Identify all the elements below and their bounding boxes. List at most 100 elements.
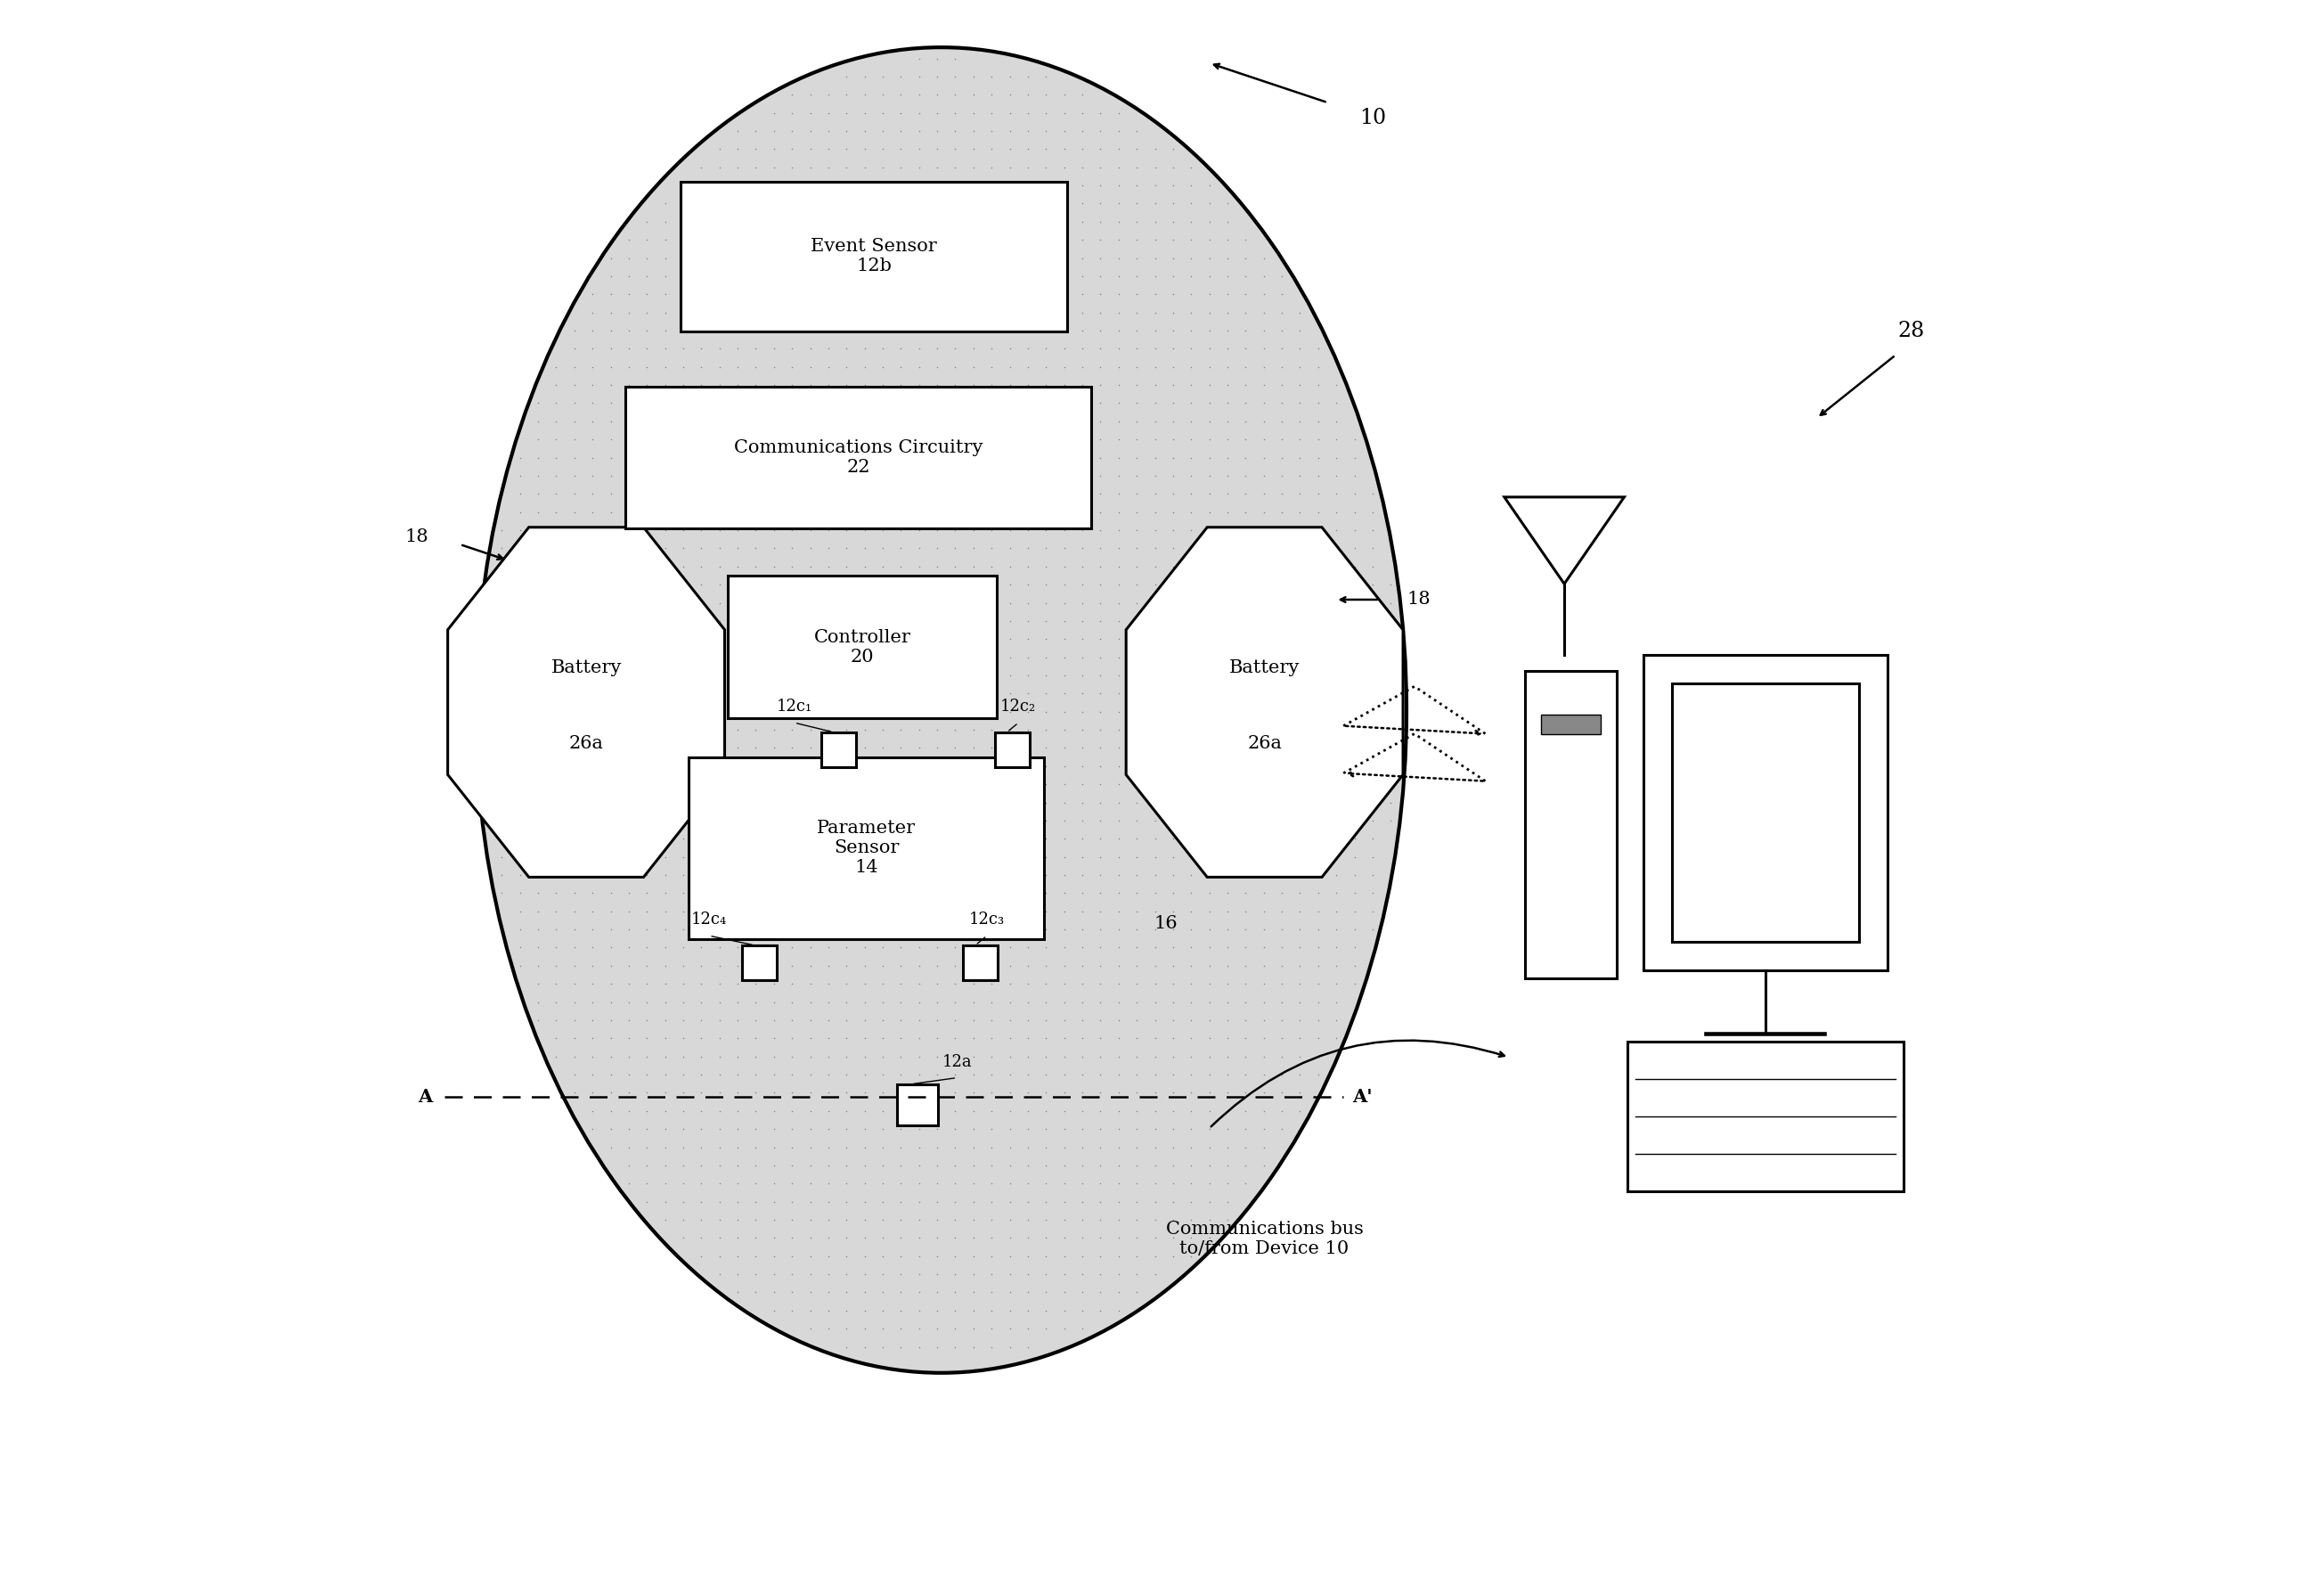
Point [1264,300,1301,325]
Point [755,590,792,615]
Point [718,789,755,814]
Point [974,82,1011,107]
Point [774,1152,811,1177]
Point [809,1261,846,1286]
Point [955,644,992,669]
Point [865,1135,902,1160]
Point [974,881,1011,906]
Point [593,300,630,325]
Point [1227,1007,1264,1032]
Point [1027,82,1064,107]
Point [1136,1261,1174,1286]
Point [1174,300,1211,325]
Point [755,1207,792,1232]
Point [737,1261,774,1286]
Point [1174,554,1211,579]
Point [702,608,739,633]
Point [683,862,720,887]
Point [827,390,865,415]
Point [865,1261,902,1286]
Point [611,844,648,869]
Point [702,317,739,342]
Point [1174,590,1211,615]
Point [899,99,937,125]
Point [1174,1135,1211,1160]
Point [1009,881,1046,906]
Point [846,245,883,270]
Point [502,571,539,596]
Point [990,735,1027,761]
Point [774,1098,811,1124]
Point [774,917,811,942]
Point [683,554,720,579]
Point [792,716,830,742]
Point [955,626,992,652]
Point [737,1280,774,1305]
Point [883,353,920,379]
Point [1318,934,1355,959]
Point [755,481,792,507]
Point [1083,390,1120,415]
Point [918,426,955,451]
Point [1155,1171,1192,1196]
Point [737,281,774,306]
Point [718,317,755,342]
Point [937,390,974,415]
Point [1083,155,1120,180]
Point [483,571,521,596]
Point [809,535,846,560]
Point [1174,1079,1211,1105]
Point [774,82,811,107]
Point [1336,699,1373,724]
Point [627,1043,665,1068]
Point [1246,462,1283,488]
Point [937,1333,974,1359]
Point [865,372,902,398]
Point [1174,862,1211,887]
Point [1336,571,1373,596]
Point [1099,264,1136,289]
Point [537,644,574,669]
Point [737,1007,774,1032]
Point [1227,808,1264,833]
Point [955,1207,992,1232]
Point [1136,1062,1174,1087]
Point [718,644,755,669]
Point [792,1188,830,1213]
Point [809,1026,846,1051]
Point [1009,1152,1046,1177]
Point [846,462,883,488]
Point [1174,426,1211,451]
Point [1264,264,1301,289]
Point [865,317,902,342]
Point [1099,844,1136,869]
Point [627,462,665,488]
Text: 12a: 12a [941,1054,971,1070]
Point [955,1135,992,1160]
Point [1208,281,1246,306]
Point [883,608,920,633]
Point [1099,1007,1136,1032]
Point [646,300,683,325]
Point [627,1135,665,1160]
Point [827,1152,865,1177]
Point [611,245,648,270]
Point [646,336,683,361]
Point [1064,970,1102,996]
Point [1064,680,1102,705]
Point [665,772,702,797]
Point [718,590,755,615]
Point [683,881,720,906]
Point [755,571,792,596]
Point [1064,535,1102,560]
Point [1227,917,1264,942]
Point [718,353,755,379]
Point [574,934,611,959]
Point [792,136,830,161]
Point [1046,663,1083,688]
Point [918,1188,955,1213]
Point [1099,1062,1136,1087]
Point [1246,608,1283,633]
Point [990,699,1027,724]
Point [974,753,1011,778]
